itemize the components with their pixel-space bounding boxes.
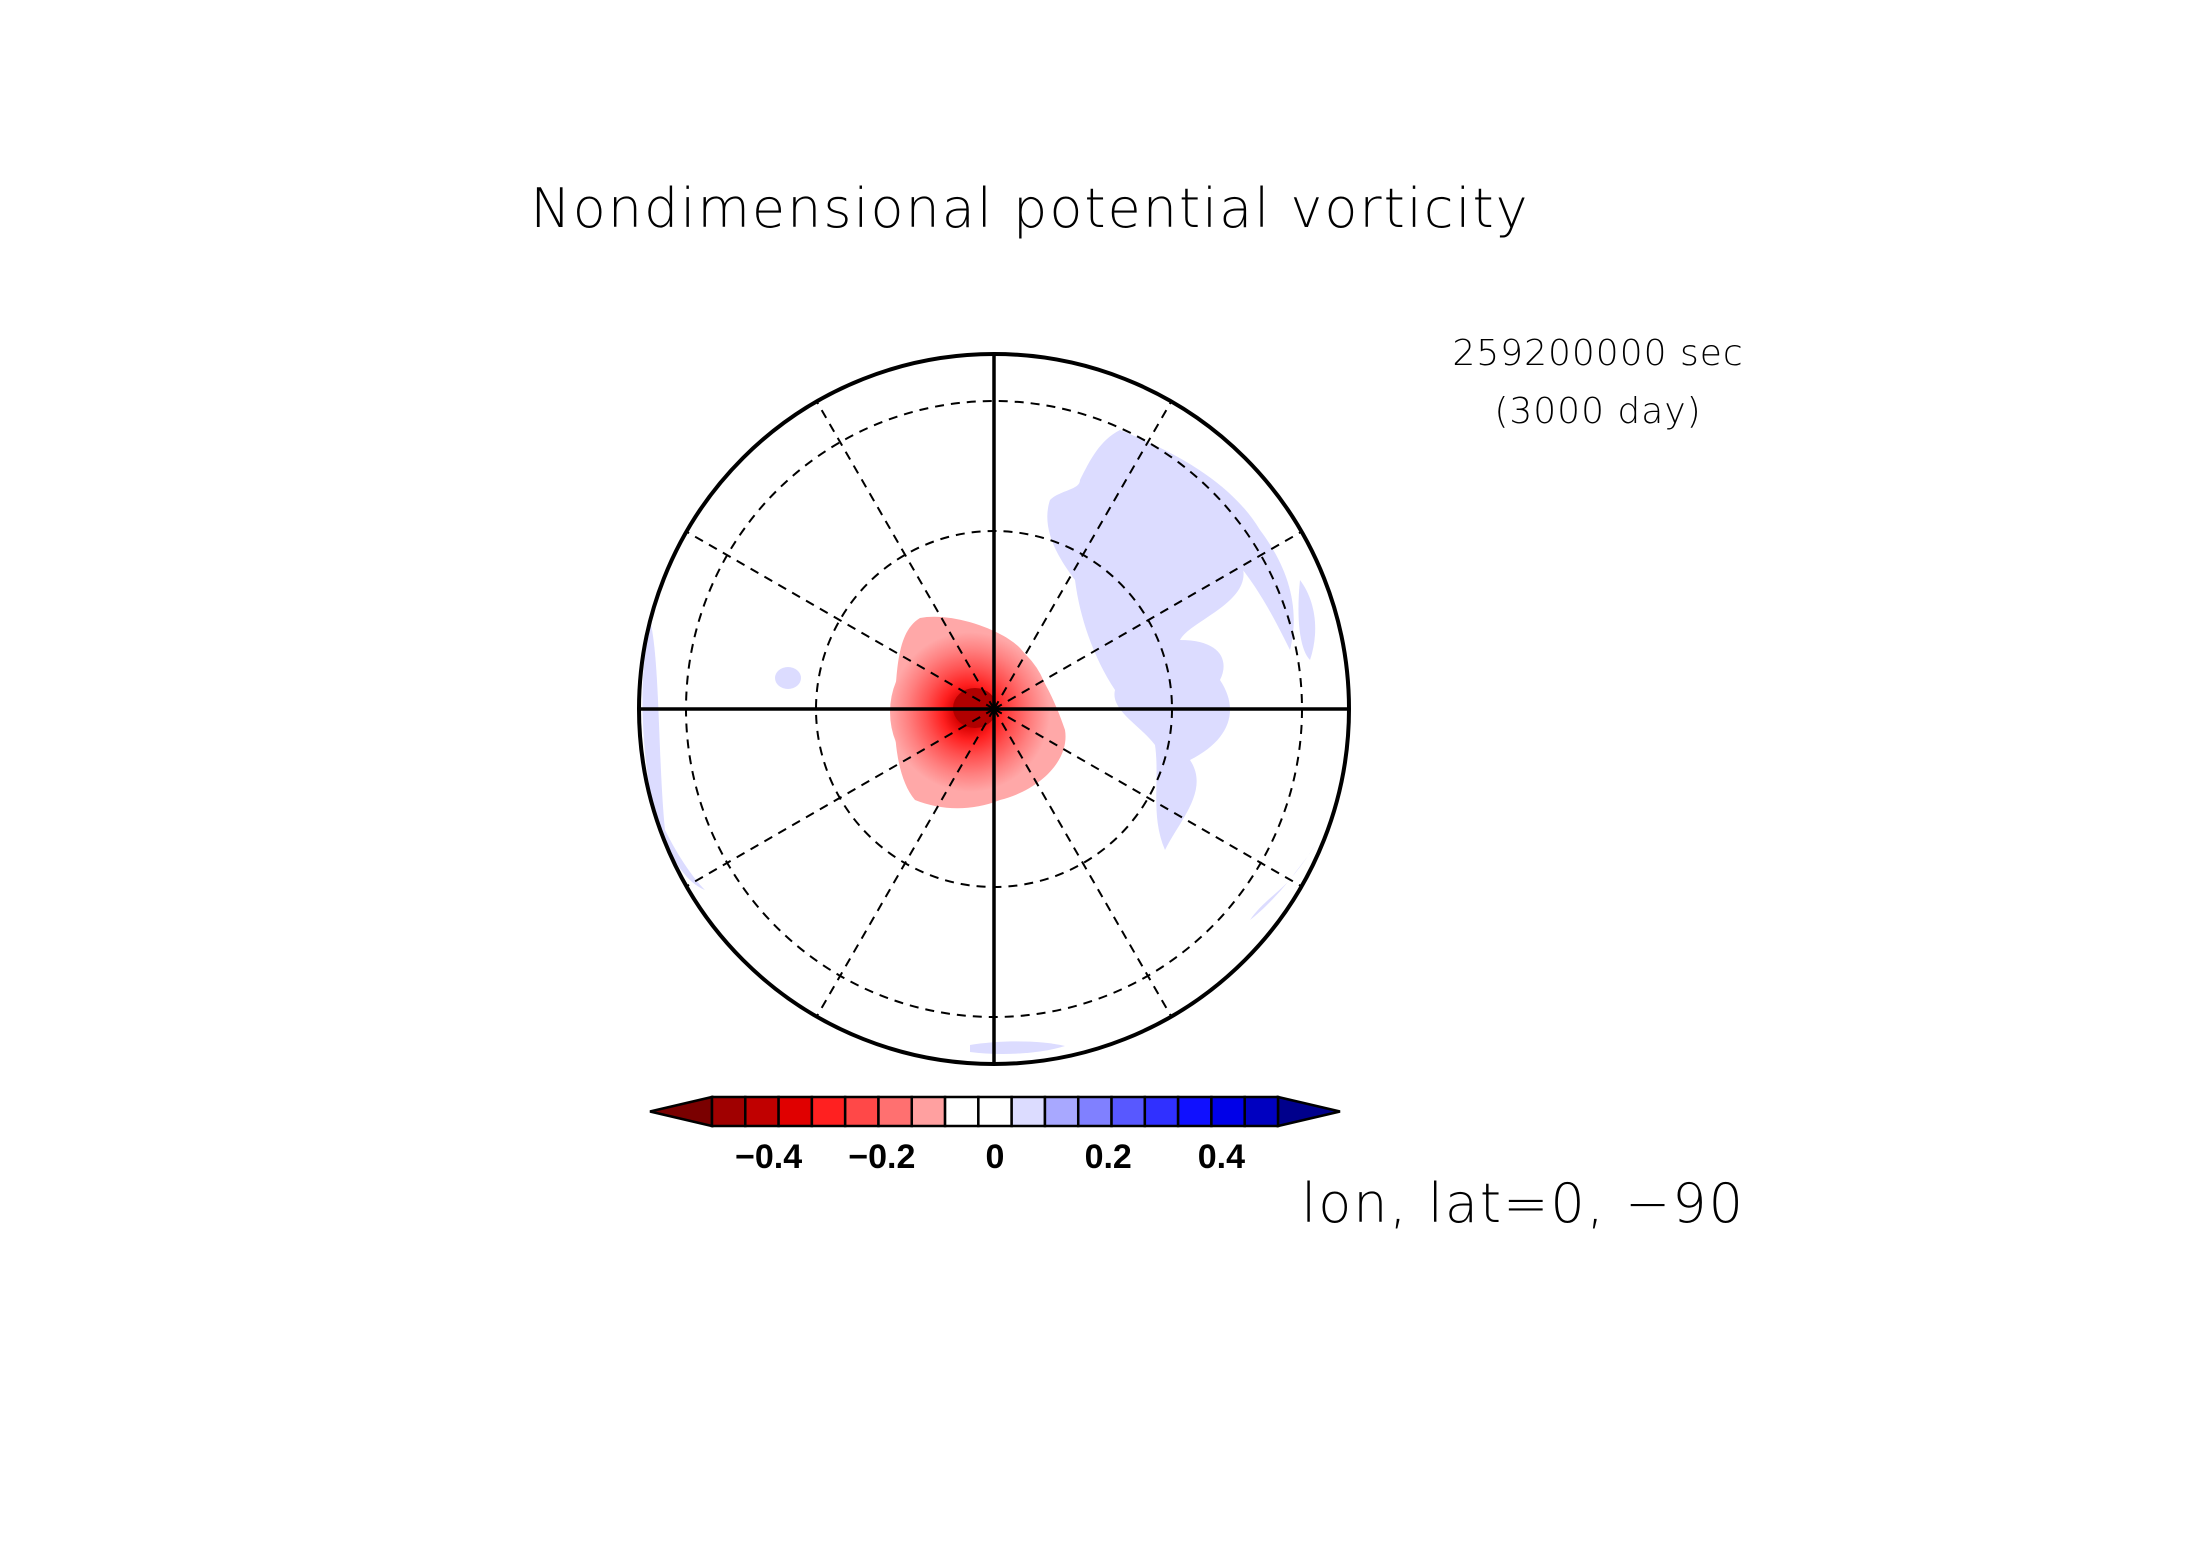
colorbar-under-arrow — [649, 1095, 714, 1128]
colorbar-swatch — [777, 1095, 814, 1128]
colorbar: −0.4 −0.2 0 0.2 0.4 — [649, 1095, 1341, 1176]
meridian-210 — [816, 708, 995, 1017]
positive-anomaly-arc-outer — [1116, 430, 1294, 650]
meridian-330 — [816, 401, 995, 710]
colorbar-over-arrow — [1276, 1095, 1341, 1128]
meridian-150 — [993, 708, 1172, 1017]
meridian-300 — [686, 531, 995, 710]
positive-anomaly-edge-ne — [1298, 580, 1316, 660]
map-boundary — [637, 352, 1351, 1066]
polar-map — [637, 352, 1351, 1066]
colorbar-swatch — [1243, 1095, 1280, 1128]
map-axes — [639, 354, 1349, 1064]
map-title: Nondimensional potential vorticity — [530, 177, 1529, 240]
colorbar-swatch — [1176, 1095, 1213, 1128]
colorbar-tick-label: −0.4 — [735, 1138, 802, 1176]
positive-anomaly-edge-west — [642, 620, 705, 890]
colorbar-tick-label: 0.2 — [1085, 1138, 1132, 1176]
colorbar-swatch — [710, 1095, 747, 1128]
colorbar-swatch — [810, 1095, 847, 1128]
meridian-240 — [686, 708, 995, 887]
colorbar-swatch — [843, 1095, 880, 1128]
colorbar-swatch — [1110, 1095, 1147, 1128]
colorbar-swatch — [1143, 1095, 1180, 1128]
colorbar-swatch — [877, 1095, 914, 1128]
positive-anomaly-spot — [775, 667, 801, 689]
positive-anomaly-edge-south — [970, 1041, 1065, 1054]
projection-label: lon, lat=0, −90 — [1301, 1172, 1745, 1235]
colorbar-swatch — [910, 1095, 947, 1128]
longitude-lines — [686, 401, 1302, 1017]
colorbar-swatch — [1210, 1095, 1246, 1128]
colorbar-swatch — [977, 1095, 1013, 1128]
colorbar-swatch — [943, 1095, 980, 1128]
colorbar-swatch — [1043, 1095, 1080, 1128]
positive-anomaly-region — [1047, 430, 1244, 850]
meridian-60 — [993, 531, 1302, 710]
colorbar-tick-label: 0 — [986, 1138, 1005, 1176]
meridian-120 — [993, 708, 1302, 887]
colorbar-swatch — [1076, 1095, 1113, 1128]
positive-anomaly-edge-se — [1250, 845, 1315, 920]
colorbar-tick-label: −0.2 — [848, 1138, 915, 1176]
colorbar-tick-label: 0.4 — [1198, 1138, 1245, 1176]
time-seconds: 259200000 sec — [1452, 333, 1743, 374]
colorbar-swatch — [744, 1095, 780, 1128]
map-field — [642, 430, 1316, 1054]
colorbar-swatch — [1010, 1095, 1047, 1128]
meridian-30 — [993, 401, 1172, 710]
time-days: (3000 day) — [1494, 391, 1701, 432]
